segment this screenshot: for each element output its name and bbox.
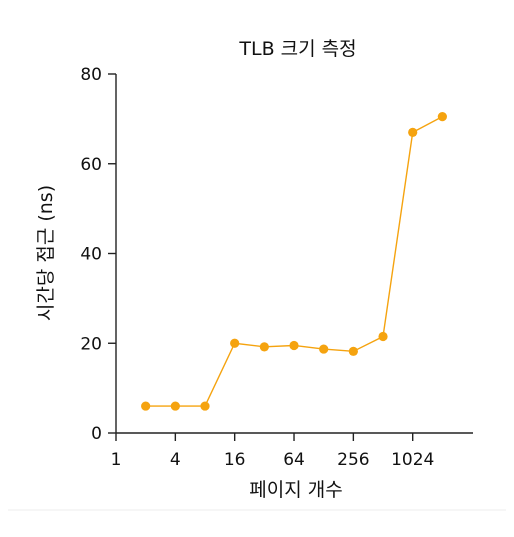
- y-ticks: 0 20 40 60 80: [80, 65, 116, 444]
- data-point: [289, 340, 299, 351]
- series-line: [145, 116, 443, 407]
- data-point: [378, 331, 388, 342]
- axes: [115, 74, 473, 434]
- data-point: [408, 127, 418, 137]
- data-point: [200, 401, 210, 411]
- x-tick-label: 256: [337, 450, 369, 470]
- data-point: [437, 112, 447, 122]
- x-axis-label: 페이지 개수: [249, 479, 342, 501]
- y-tick-label: 20: [80, 334, 102, 354]
- y-tick-label: 60: [80, 155, 102, 175]
- y-tick-label: 40: [80, 245, 102, 265]
- data-point: [230, 338, 240, 348]
- data-point: [141, 401, 151, 411]
- x-tick-label: 1024: [391, 450, 434, 470]
- y-axis-label: 시간당 접근 (ns): [35, 185, 57, 321]
- data-point: [348, 346, 358, 356]
- plot-area: [141, 112, 447, 411]
- x-tick-label: 4: [170, 450, 181, 470]
- y-tick-label: 0: [91, 424, 102, 444]
- chart-title: TLB 크기 측정: [238, 38, 356, 60]
- x-tick-label: 16: [224, 450, 246, 470]
- x-tick-label: 64: [283, 450, 305, 470]
- data-point: [259, 342, 269, 352]
- x-ticks: 1 4 16 64 256 1024: [111, 433, 434, 470]
- x-tick-label: 1: [111, 450, 122, 470]
- y-tick-label: 80: [80, 65, 102, 85]
- data-point: [319, 344, 329, 354]
- data-point: [170, 401, 180, 411]
